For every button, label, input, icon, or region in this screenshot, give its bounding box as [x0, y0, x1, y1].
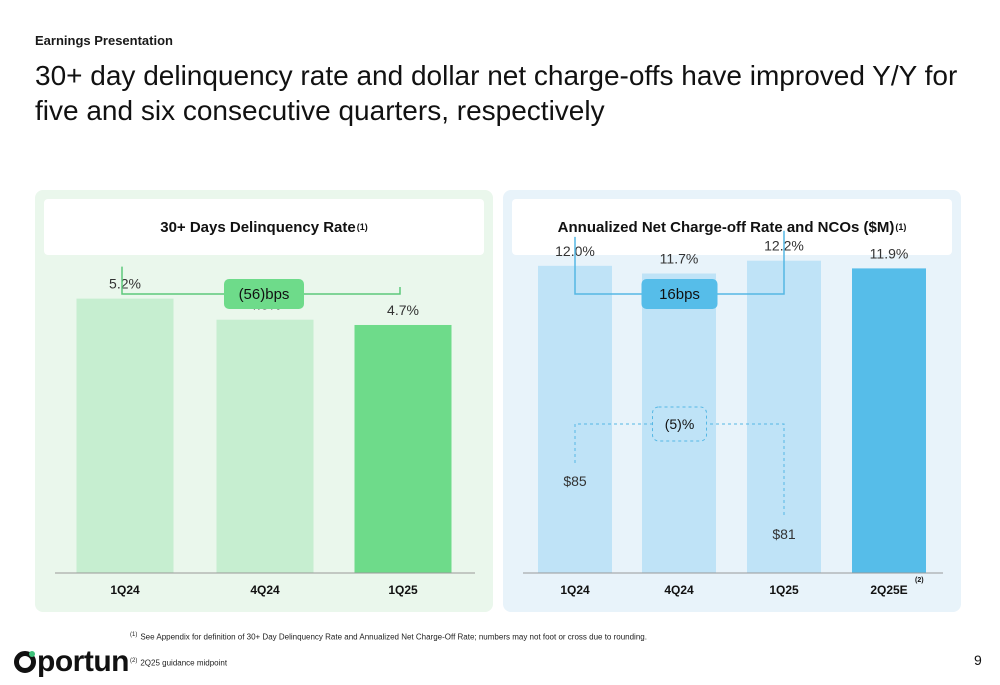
- footnote-1-text: See Appendix for definition of 30+ Day D…: [140, 632, 647, 642]
- nco-rate-change-badge: [641, 279, 718, 309]
- page-number: 9: [974, 652, 982, 668]
- delinquency-value-label-1Q24: 5.2%: [109, 276, 141, 292]
- nco-chart: 12.0%1Q2411.7%4Q2412.2%1Q2511.9%2Q25E(2)…: [523, 230, 943, 597]
- delinquency-x-tick-1Q24: 1Q24: [110, 583, 140, 597]
- footnote-1-marker: (1): [130, 632, 138, 638]
- logo-text: portun: [37, 645, 129, 678]
- nco-dollar-change-bracket: [574, 423, 785, 516]
- delinquency-x-tick-4Q24: 4Q24: [250, 583, 280, 597]
- oportun-logo: portun: [14, 645, 129, 679]
- nco-title-text: Annualized Net Charge-off Rate and NCOs …: [557, 218, 895, 236]
- delinquency-bar-1Q25: [354, 324, 452, 573]
- nco-rate-change-label: 16bps: [659, 286, 700, 303]
- nco-x-tick-1Q25: 1Q25: [769, 583, 799, 597]
- nco-bar-1Q24: [538, 265, 612, 573]
- nco-x-tick-2Q25E: 2Q25E: [870, 583, 907, 597]
- nco-x-tick-1Q24: 1Q24: [560, 583, 590, 597]
- delinquency-chart-title: 30+ Days Delinquency Rate (1): [44, 199, 484, 255]
- footnote-1: (1) See Appendix for definition of 30+ Da…: [130, 632, 647, 658]
- delinquency-title-text: 30+ Days Delinquency Rate: [160, 218, 356, 236]
- nco-chart-title: Annualized Net Charge-off Rate and NCOs …: [512, 199, 952, 255]
- footnote-2: (2) 2Q25 guidance midpoint: [130, 658, 647, 684]
- delinquency-title-footnote: (1): [356, 222, 368, 232]
- nco-panel: Annualized Net Charge-off Rate and NCOs …: [503, 190, 961, 612]
- nco-x-tick-footnote-2Q25E: (2): [915, 577, 924, 584]
- page-title: 30+ day delinquency rate and dollar net …: [35, 60, 958, 126]
- nco-value-label-2Q25E: 11.9%: [870, 245, 909, 261]
- delinquency-bar-1Q24: [76, 298, 174, 573]
- footnote-2-text: 2Q25 guidance midpoint: [140, 658, 228, 668]
- delinquency-bar-4Q24: [216, 319, 314, 573]
- nco-dollar-change-badge: [652, 406, 707, 442]
- nco-bar-2Q25E: [852, 268, 926, 573]
- footnotes: (1) See Appendix for definition of 30+ Da…: [130, 632, 647, 684]
- delinquency-change-badge: [224, 279, 304, 309]
- nco-dollar-label-1Q24: $85: [563, 473, 587, 489]
- delinquency-change-label: (56)bps: [239, 286, 290, 303]
- logo-o-icon: [14, 651, 36, 673]
- nco-value-label-4Q24: 11.7%: [660, 251, 699, 267]
- footnote-2-marker: (2): [130, 658, 138, 664]
- nco-bar-1Q25: [747, 260, 821, 573]
- nco-title-footnote: (1): [895, 222, 907, 232]
- delinquency-panel: 30+ Days Delinquency Rate(1) 5.2%1Q244.8…: [35, 190, 493, 612]
- eyebrow-label: Earnings Presentation: [35, 33, 173, 48]
- delinquency-value-label-1Q25: 4.7%: [387, 302, 419, 318]
- nco-x-tick-4Q24: 4Q24: [664, 583, 694, 597]
- nco-dollar-label-1Q25: $81: [772, 526, 796, 542]
- delinquency-x-tick-1Q25: 1Q25: [388, 583, 418, 597]
- nco-dollar-change-label: (5)%: [665, 416, 695, 432]
